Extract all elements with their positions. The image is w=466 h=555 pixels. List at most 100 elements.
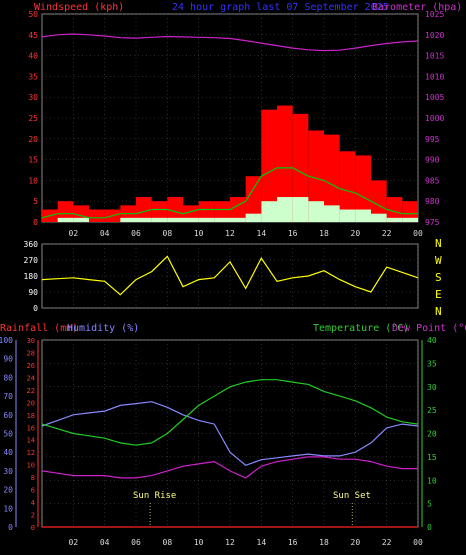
wind-xtick-label: 02 (69, 229, 79, 238)
rain-ytick-label: 0 (31, 524, 35, 532)
humidity-ytick-label: 70 (3, 392, 13, 401)
gust-bar (57, 201, 74, 222)
minimum-wind-bar (57, 217, 74, 222)
gust-bar (386, 197, 403, 222)
minimum-wind-bar (120, 217, 136, 222)
temperature-axis-label: Temperature (°C) (313, 323, 409, 334)
temp-xtick-label: 18 (319, 538, 329, 547)
minimum-wind-bar (277, 197, 293, 222)
humidity-axis-label: Humidity (%) (67, 323, 139, 334)
humidity-ytick-label: 20 (3, 486, 13, 495)
rain-ytick-label: 18 (27, 412, 35, 420)
minimum-wind-bar (371, 213, 387, 222)
pressure-ytick-label: 1005 (425, 93, 444, 102)
direction-ytick-label: 360 (24, 240, 39, 249)
gust-bar (167, 197, 183, 222)
temp-ytick-label: 15 (427, 453, 437, 462)
pressure-ytick-label: 1025 (425, 10, 444, 19)
minimum-wind-bar (308, 201, 324, 222)
rain-ytick-label: 26 (27, 362, 35, 370)
temp-xtick-label: 06 (131, 538, 141, 547)
wind-xtick-label: 20 (351, 229, 361, 238)
rain-ytick-label: 28 (27, 349, 35, 357)
rainfall-axis-label: Rainfall (mm) (0, 323, 78, 334)
wind-xtick-label: 16 (288, 229, 298, 238)
temp-ytick-label: 10 (427, 476, 437, 485)
temp-xtick-label: 20 (351, 538, 361, 547)
pressure-ytick-label: 990 (425, 156, 440, 165)
wind-xtick-label: 08 (163, 229, 173, 238)
gust-bar (308, 130, 324, 222)
wind-ytick-label: 25 (28, 114, 38, 123)
humidity-ytick-label: 50 (3, 430, 13, 439)
rain-ytick-label: 8 (31, 474, 35, 482)
gust-bar (214, 201, 230, 222)
rain-ytick-label: 2 (31, 512, 35, 520)
minimum-wind-bar (245, 213, 262, 222)
wind-ytick-label: 50 (28, 10, 38, 19)
humidity-ytick-label: 40 (3, 448, 13, 457)
gust-bar (402, 201, 418, 222)
wind-ytick-label: 20 (28, 135, 38, 144)
rain-ytick-label: 6 (31, 487, 35, 495)
humidity-ytick-label: 60 (3, 411, 13, 420)
minimum-wind-bar (214, 217, 230, 222)
wind-xtick-label: 06 (131, 229, 141, 238)
minimum-wind-bar (261, 201, 277, 222)
temp-ytick-label: 0 (427, 523, 432, 532)
wind-ytick-label: 5 (33, 197, 38, 206)
barometer-axis-label: Barometer (hpa) (372, 2, 462, 13)
wind-xtick-label: 14 (257, 229, 267, 238)
direction-ytick-label: 90 (28, 288, 38, 297)
compass-w: W (435, 254, 442, 267)
compass-n-bottom: N (435, 305, 442, 318)
average-wind-line (41, 167, 418, 219)
rain-ytick-label: 12 (27, 449, 35, 457)
chart-title: 24 hour graph last 07 September 2025 (172, 2, 389, 13)
pressure-ytick-label: 1020 (425, 31, 444, 40)
wind-xtick-label: 22 (382, 229, 392, 238)
gust-bar (245, 176, 262, 222)
dewpoint-axis-label: Dew Point (°C) (392, 323, 466, 334)
direction-ytick-label: 180 (24, 272, 39, 281)
gust-bar (324, 134, 340, 222)
pressure-ytick-label: 975 (425, 218, 440, 227)
rain-ytick-label: 16 (27, 424, 35, 432)
wind-xtick-label: 00 (413, 229, 423, 238)
minimum-wind-bar (198, 217, 215, 222)
wind-xtick-label: 18 (319, 229, 329, 238)
gust-bar (277, 105, 293, 222)
wind-direction-panel: 0 90 180 270 360 (24, 240, 419, 313)
wind-ytick-label: 35 (28, 72, 38, 81)
temperature-line (41, 379, 419, 446)
pressure-ytick-label: 1000 (425, 114, 444, 123)
minimum-wind-bar (355, 209, 371, 222)
wind-xtick-label: 10 (194, 229, 204, 238)
rain-ytick-label: 20 (27, 399, 35, 407)
windspeed-axis-label: Windspeed (kph) (34, 2, 124, 13)
minimum-wind-bar (339, 209, 356, 222)
gust-bar (198, 201, 215, 222)
gust-bar (339, 151, 356, 222)
wind-ytick-label: 0 (33, 218, 38, 227)
temp-xtick-label: 12 (225, 538, 235, 547)
wind-ytick-label: 10 (28, 176, 38, 185)
gust-bar (89, 209, 105, 222)
temp-xtick-label: 04 (100, 538, 110, 547)
wind-direction-line (41, 255, 419, 296)
gust-bar (355, 155, 371, 222)
rain-ytick-label: 14 (27, 437, 35, 445)
minimum-wind-bar (167, 217, 183, 222)
gust-bar (136, 197, 152, 222)
wind-pressure-panel: 0510152025303540455097598098599099510001… (28, 10, 444, 238)
rain-ytick-label: 10 (27, 462, 35, 470)
minimum-wind-bar (183, 217, 199, 222)
temp-ytick-label: 5 (427, 500, 432, 509)
humidity-line (41, 401, 419, 466)
compass-s: S (435, 271, 442, 284)
wind-ytick-label: 15 (28, 156, 38, 165)
minimum-wind-bar (386, 217, 403, 222)
temp-ytick-label: 20 (427, 430, 437, 439)
temp-ytick-label: 25 (427, 406, 437, 415)
rain-ytick-label: 24 (27, 374, 35, 382)
